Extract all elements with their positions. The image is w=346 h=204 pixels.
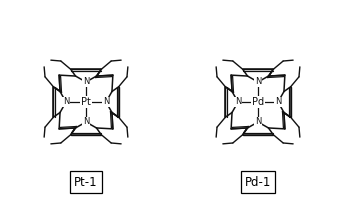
Text: N: N xyxy=(255,78,261,86)
Text: N: N xyxy=(63,98,69,106)
Text: Pt-1: Pt-1 xyxy=(74,175,98,188)
Text: N: N xyxy=(255,118,261,126)
Text: N: N xyxy=(275,98,281,106)
Text: Pt: Pt xyxy=(81,97,91,107)
Text: N: N xyxy=(83,118,89,126)
Text: N: N xyxy=(235,98,241,106)
Text: Pd-1: Pd-1 xyxy=(245,175,271,188)
Text: N: N xyxy=(103,98,109,106)
Text: Pd: Pd xyxy=(252,97,264,107)
Text: N: N xyxy=(83,78,89,86)
